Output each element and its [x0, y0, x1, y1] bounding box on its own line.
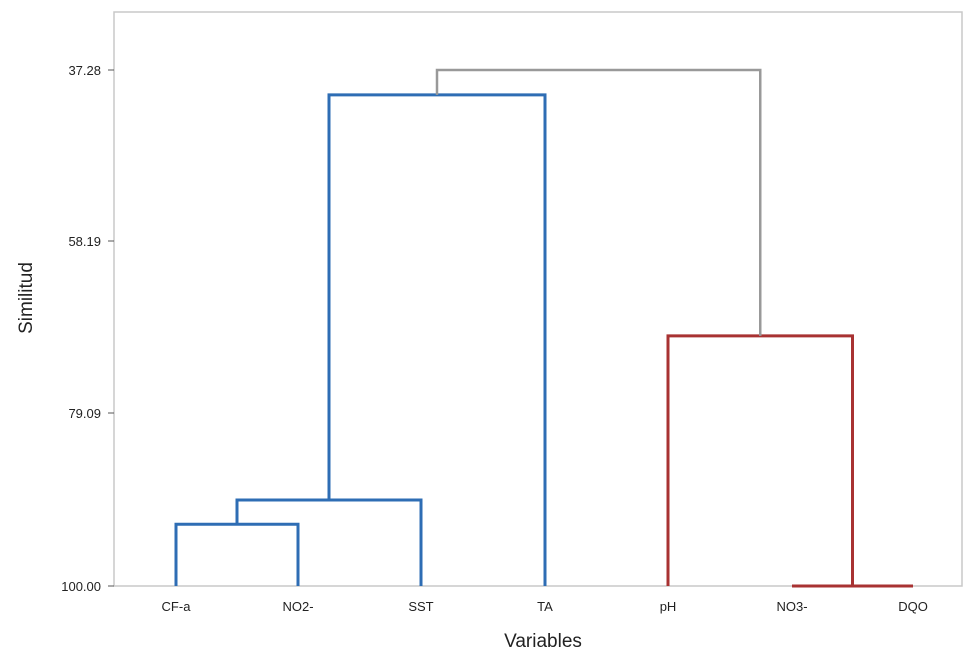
- y-tick-label: 100.00: [61, 579, 101, 594]
- y-tick-label: 79.09: [68, 406, 101, 421]
- x-axis-title: Variables: [504, 631, 582, 652]
- x-tick-label-dqo: DQO: [898, 599, 928, 614]
- dendrogram-link-2: [174, 522, 300, 586]
- x-tick-label-ta: TA: [537, 599, 553, 614]
- x-tick-label-cf-a: CF-a: [162, 599, 192, 614]
- x-tick-label-no3: NO3-: [776, 599, 807, 614]
- dendrogram-link-6: [435, 68, 762, 336]
- plot-frame: [113, 11, 963, 587]
- dendrogram-link-4: [327, 93, 547, 586]
- dendrogram-links: [174, 68, 913, 588]
- y-tick-label: 37.28: [68, 63, 101, 78]
- y-tick-label: 58.19: [68, 234, 101, 249]
- x-axis: CF-a NO2- SST TA pH NO3- DQO: [162, 599, 928, 614]
- x-tick-label-no2: NO2-: [282, 599, 313, 614]
- y-axis-title: Similitud: [16, 262, 37, 334]
- dendrogram-link-5: [666, 334, 854, 586]
- y-axis: 37.28 58.19 79.09 100.00: [61, 63, 114, 594]
- dendrogram-link-3: [235, 498, 423, 586]
- x-tick-label-ph: pH: [660, 599, 677, 614]
- x-tick-label-sst: SST: [408, 599, 433, 614]
